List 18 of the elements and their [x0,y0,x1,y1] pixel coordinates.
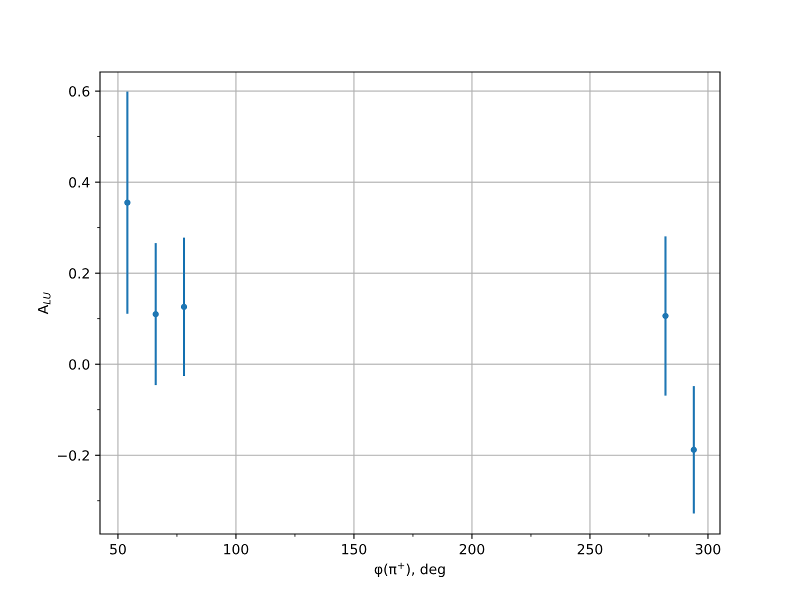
point [180,304,188,310]
y-axis-title: A$_{LU}$ [38,292,51,314]
x-axis-title: φ(π$^{+}$), deg [374,562,445,578]
point [662,312,669,320]
x-tick-label: 150 [342,544,366,554]
x-tick-label: 250 [578,544,602,554]
y-tick-label: 0.6 [69,86,90,97]
y-tick-label: 0.2 [69,268,89,279]
x-tick-label: 50 [110,544,126,554]
y-tick-label: 0.4 [69,177,90,188]
x-tick-label: 100 [224,544,248,554]
point [124,200,131,206]
y-tick-label: 0.0 [69,359,90,370]
point [152,311,159,318]
point [690,446,697,453]
x-tick-label: 200 [460,544,484,554]
x-tick-label: 300 [696,544,720,554]
y-tick-label: −0.2 [58,450,89,461]
